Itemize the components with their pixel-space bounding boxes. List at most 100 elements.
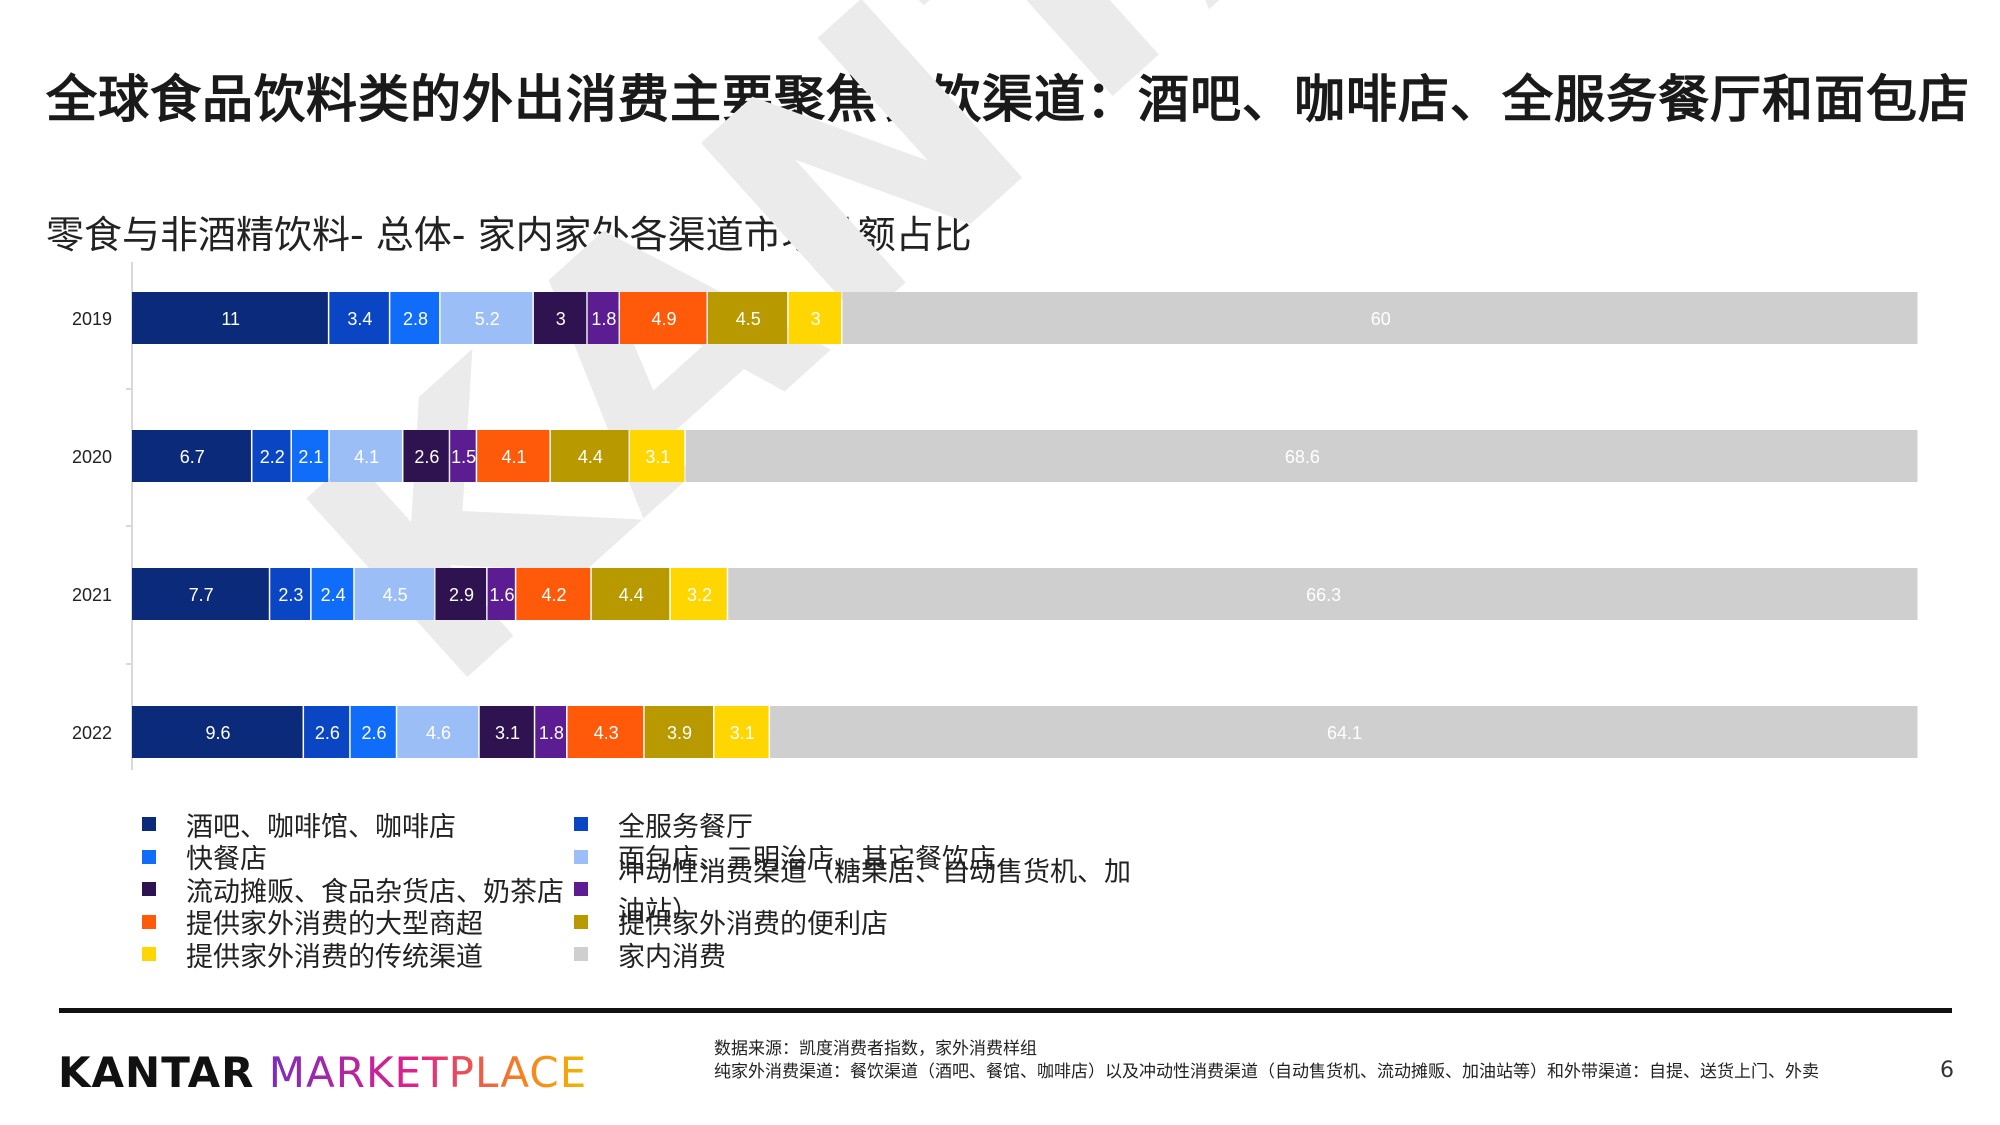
data-label: 4.1 bbox=[502, 447, 527, 467]
legend-label: 快餐店 bbox=[186, 844, 267, 876]
legend-label: 全服务餐厅 bbox=[618, 811, 753, 843]
bar-segment bbox=[516, 568, 591, 620]
bar-segment bbox=[644, 706, 714, 758]
bar-segment bbox=[403, 430, 449, 482]
bar-segment bbox=[587, 292, 619, 344]
data-label: 6.7 bbox=[180, 447, 205, 467]
page-title: 全球食品饮料类的外出消费主要聚焦餐饮渠道：酒吧、咖啡店、全服务餐厅和面包店 bbox=[46, 71, 1971, 130]
data-label: 4.1 bbox=[354, 447, 379, 467]
category-label: 2020 bbox=[72, 447, 112, 467]
bar-segment bbox=[350, 706, 396, 758]
data-label: 3 bbox=[556, 309, 566, 329]
bar-segment bbox=[714, 706, 769, 758]
bar-segment bbox=[477, 430, 550, 482]
legend-item: 流动摊贩、食品杂货店、奶茶店 bbox=[142, 873, 574, 908]
bar-segment bbox=[479, 706, 534, 758]
bar-segment bbox=[329, 292, 389, 344]
data-label: 1.8 bbox=[591, 309, 616, 329]
bar-segment bbox=[707, 292, 788, 344]
bar-segment bbox=[270, 568, 311, 620]
bar-segment bbox=[329, 430, 402, 482]
legend-swatch bbox=[142, 849, 156, 864]
legend-swatch bbox=[142, 947, 156, 962]
page-number: 6 bbox=[1940, 1058, 1954, 1083]
data-label: 66.3 bbox=[1306, 585, 1341, 605]
bar-segment bbox=[842, 292, 1918, 344]
bar-segment bbox=[487, 568, 515, 620]
data-label: 2.1 bbox=[298, 447, 323, 467]
legend-swatch bbox=[142, 882, 156, 897]
logo-marketplace-text: MARKETPLACE bbox=[268, 1048, 588, 1097]
legend-item: 快餐店 bbox=[142, 841, 574, 875]
legend-item: 冲动性消费渠道（糖果店、自动售货机、加油站） bbox=[574, 857, 1134, 927]
bar-segment bbox=[770, 706, 1918, 758]
bar-segment bbox=[252, 430, 291, 482]
legend-label: 面包店、三明治店、其它餐饮店 bbox=[618, 844, 996, 876]
data-label: 3.1 bbox=[495, 723, 520, 743]
legend-item: 酒吧、咖啡馆、咖啡店 bbox=[142, 808, 574, 843]
data-label: 9.6 bbox=[206, 723, 231, 743]
bar-segment bbox=[450, 430, 476, 482]
footer-divider bbox=[59, 1008, 1952, 1013]
bar-segment bbox=[670, 568, 727, 620]
bar-segment bbox=[629, 430, 685, 482]
legend-item: 提供家外消费的传统渠道 bbox=[142, 938, 574, 973]
bar-segment bbox=[132, 430, 251, 482]
category-label: 2022 bbox=[72, 723, 112, 743]
data-label: 2.2 bbox=[260, 447, 285, 467]
legend-swatch bbox=[574, 882, 588, 897]
legend-label: 提供家外消费的传统渠道 bbox=[186, 941, 483, 973]
bar-segment bbox=[132, 706, 303, 758]
data-label: 2.6 bbox=[315, 723, 340, 743]
bar-segment bbox=[292, 430, 329, 482]
data-label: 3.9 bbox=[667, 723, 692, 743]
data-label: 4.4 bbox=[578, 447, 603, 467]
data-label: 1.6 bbox=[489, 585, 514, 605]
data-label: 3.4 bbox=[347, 309, 372, 329]
data-source-note: 数据来源：凯度消费者指数，家外消费样组 纯家外消费渠道：餐饮渠道（酒吧、餐馆、咖… bbox=[714, 1038, 1819, 1084]
bar-segment bbox=[397, 706, 479, 758]
data-label: 2.9 bbox=[449, 585, 474, 605]
data-label: 4.9 bbox=[651, 309, 676, 329]
data-label: 2.8 bbox=[403, 309, 428, 329]
legend-label: 冲动性消费渠道（糖果店、自动售货机、加油站） bbox=[618, 857, 1131, 928]
data-label: 3 bbox=[811, 309, 821, 329]
category-label: 2019 bbox=[72, 309, 112, 329]
data-label: 2.3 bbox=[278, 585, 303, 605]
bar-segment bbox=[620, 292, 707, 344]
legend-item: 提供家外消费的大型商超 bbox=[142, 906, 574, 940]
legend-swatch bbox=[574, 849, 588, 864]
legend-item: 全服务餐厅 bbox=[574, 808, 1134, 843]
bar-segment bbox=[440, 292, 533, 344]
legend-swatch bbox=[574, 914, 588, 929]
logo-kantar-text: KANTAR bbox=[58, 1048, 255, 1097]
data-label: 4.2 bbox=[542, 585, 567, 605]
bar-segment bbox=[728, 568, 1918, 620]
legend-swatch bbox=[142, 817, 156, 832]
data-label: 2.6 bbox=[414, 447, 439, 467]
data-label: 2.6 bbox=[361, 723, 386, 743]
bar-segment bbox=[132, 292, 328, 344]
data-label: 3.1 bbox=[645, 447, 670, 467]
data-label: 4.4 bbox=[619, 585, 644, 605]
bar-segment bbox=[788, 292, 841, 344]
data-label: 1.8 bbox=[539, 723, 564, 743]
bar-segment bbox=[390, 292, 440, 344]
data-label: 4.5 bbox=[736, 309, 761, 329]
data-label: 64.1 bbox=[1327, 723, 1362, 743]
data-label: 5.2 bbox=[475, 309, 500, 329]
data-label: 2.4 bbox=[321, 585, 346, 605]
bar-segment bbox=[311, 568, 354, 620]
data-label: 3.2 bbox=[687, 585, 712, 605]
data-label: 68.6 bbox=[1285, 447, 1320, 467]
legend-item: 提供家外消费的便利店 bbox=[574, 906, 1134, 940]
bar-segment bbox=[550, 430, 629, 482]
data-label: 4.5 bbox=[383, 585, 408, 605]
bar-segment bbox=[591, 568, 670, 620]
data-label: 60 bbox=[1371, 309, 1391, 329]
bar-segment bbox=[354, 568, 435, 620]
legend-label: 家内消费 bbox=[618, 941, 726, 973]
data-label: 1.5 bbox=[451, 447, 476, 467]
data-label: 7.7 bbox=[189, 585, 214, 605]
legend-swatch bbox=[142, 914, 156, 929]
